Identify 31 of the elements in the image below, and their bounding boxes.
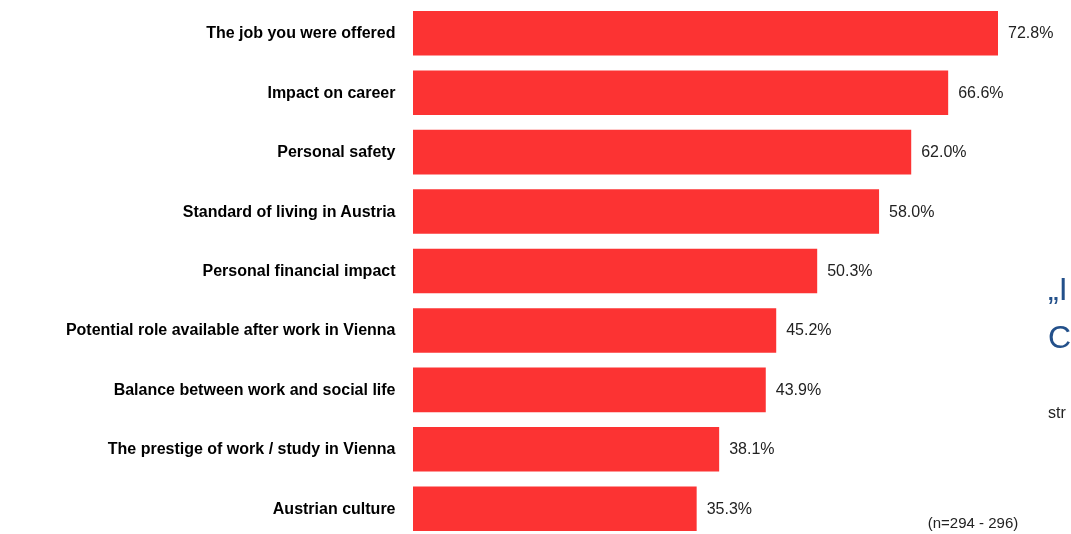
bar [413, 486, 697, 532]
data-label: 45.2% [786, 321, 832, 339]
text: „I [1048, 271, 1068, 307]
bar [413, 308, 777, 353]
y-tick-label: Personal safety [277, 143, 396, 161]
bar [413, 367, 766, 413]
bar [413, 189, 880, 234]
bar [413, 248, 818, 294]
y-tick-label: Impact on career [267, 83, 396, 101]
data-label: 66.6% [958, 83, 1004, 101]
y-tick-label: The prestige of work / study in Vienna [107, 440, 396, 458]
bar [413, 10, 998, 56]
bar [413, 70, 949, 115]
text: str [1048, 404, 1067, 421]
data-label: 62.0% [921, 143, 967, 161]
bar [413, 427, 720, 472]
data-label: 43.9% [775, 380, 822, 398]
text: C [1048, 319, 1071, 355]
annotation: (n=294 - 296) [927, 514, 1019, 531]
data-label: 72.8% [1008, 24, 1054, 42]
y-tick-label: Standard of living in Austria [182, 202, 396, 220]
y-tick-label: Potential role available after work in Vienna [65, 321, 396, 339]
y-tick-label: Balance between work and social life [113, 380, 396, 398]
y-tick-label: Personal financial impact [202, 262, 397, 279]
data-label: 38.1% [729, 440, 775, 458]
y-tick-label: Austrian culture [272, 499, 396, 517]
data-label: 50.3% [827, 262, 873, 279]
data-label: 35.3% [706, 499, 753, 517]
data-label: 58.0% [889, 202, 935, 220]
y-tick-label: The job you were offered [206, 24, 396, 42]
bar [413, 129, 912, 175]
